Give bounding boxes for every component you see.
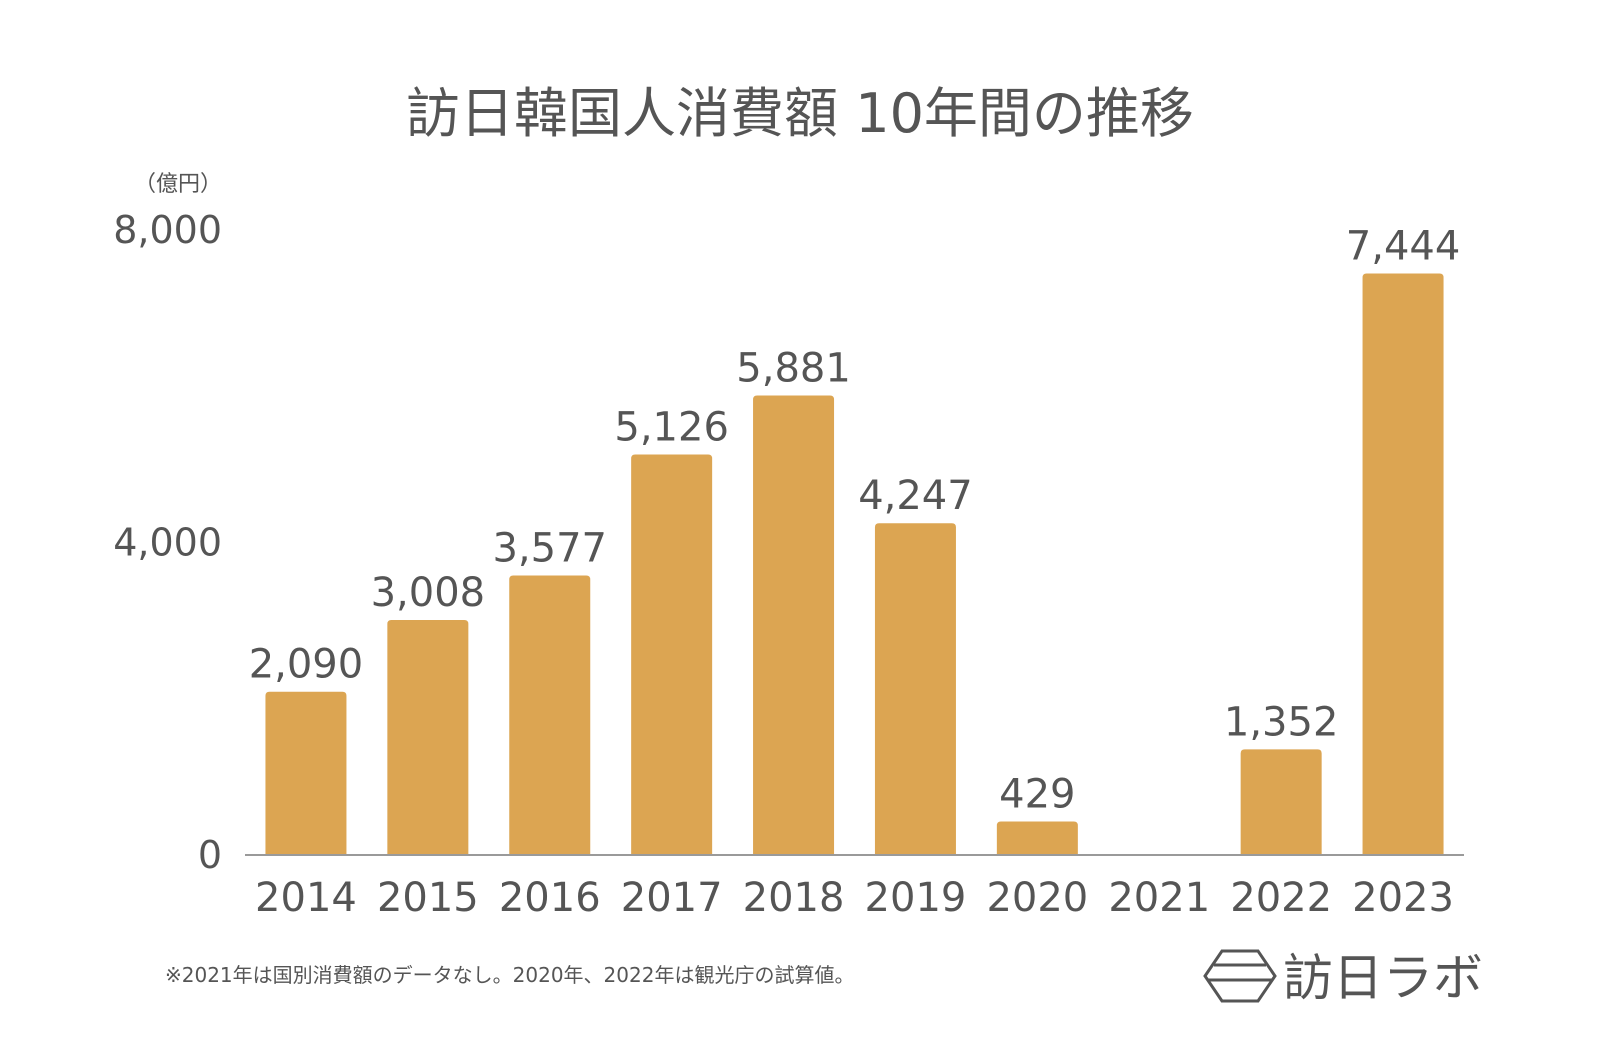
data-label-2019: 4,247 [858,473,973,519]
x-tick-label: 2017 [621,875,723,921]
bar-2015 [387,620,469,855]
y-axis-ticks: 0 4,000 8,000 [113,208,222,877]
hexagon-logo-icon [1203,949,1277,1003]
x-tick-label: 2016 [499,875,601,921]
data-label-2014: 2,090 [249,642,364,688]
bar-2020 [996,821,1078,855]
y-tick-label: 8,000 [113,208,222,252]
data-label-2017: 5,126 [614,405,729,451]
logo-text: 訪日ラボ [1283,949,1483,1007]
bar-2014 [265,691,347,855]
chart-title: 訪日韓国人消費額 10年間の推移 [406,82,1194,145]
x-axis-ticks: 2014 2015 2016 2017 2018 2019 2020 2021 2022 2023 [255,875,1454,921]
logo: 訪日ラボ [1203,949,1483,1007]
x-tick-label: 2014 [255,875,357,921]
y-tick-label: 4,000 [113,521,222,565]
data-label-2016: 3,577 [492,526,607,572]
data-label-2020: 429 [999,771,1075,817]
bar-2019 [874,523,956,855]
x-tick-label: 2015 [377,875,479,921]
y-tick-label: 0 [198,833,222,877]
x-tick-label: 2018 [743,875,845,921]
y-unit-label: （億円） [134,172,222,197]
data-label-2022: 1,352 [1224,699,1339,745]
bar-2023 [1362,273,1444,855]
x-tick-label: 2021 [1108,875,1210,921]
bar-2022 [1240,749,1322,855]
x-tick-label: 2020 [986,875,1088,921]
bars [265,273,1444,855]
data-label-2018: 5,881 [736,346,851,392]
x-tick-label: 2023 [1352,875,1454,921]
x-tick-label: 2022 [1230,875,1332,921]
bar-2016 [509,575,591,855]
data-label-2015: 3,008 [371,570,486,616]
x-tick-label: 2019 [865,875,967,921]
bar-2017 [631,454,713,855]
footnote: ※2021年は国別消費額のデータなし。2020年、2022年は観光庁の試算値。 [165,963,854,987]
bar-2018 [753,395,835,855]
data-label-2023: 7,444 [1346,223,1461,269]
